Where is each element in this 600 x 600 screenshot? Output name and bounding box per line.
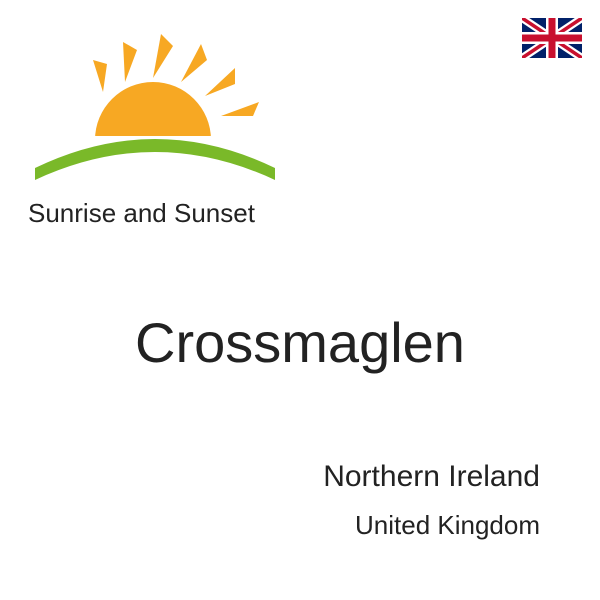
uk-flag-icon bbox=[522, 18, 582, 58]
uk-flag-svg bbox=[522, 18, 582, 58]
region-text: Northern Ireland bbox=[323, 460, 540, 494]
sunrise-logo-svg bbox=[25, 20, 285, 190]
country-text: United Kingdom bbox=[355, 510, 540, 541]
sunrise-logo bbox=[25, 20, 285, 195]
tagline-text: Sunrise and Sunset bbox=[28, 198, 255, 229]
location-name: Crossmaglen bbox=[0, 310, 600, 375]
